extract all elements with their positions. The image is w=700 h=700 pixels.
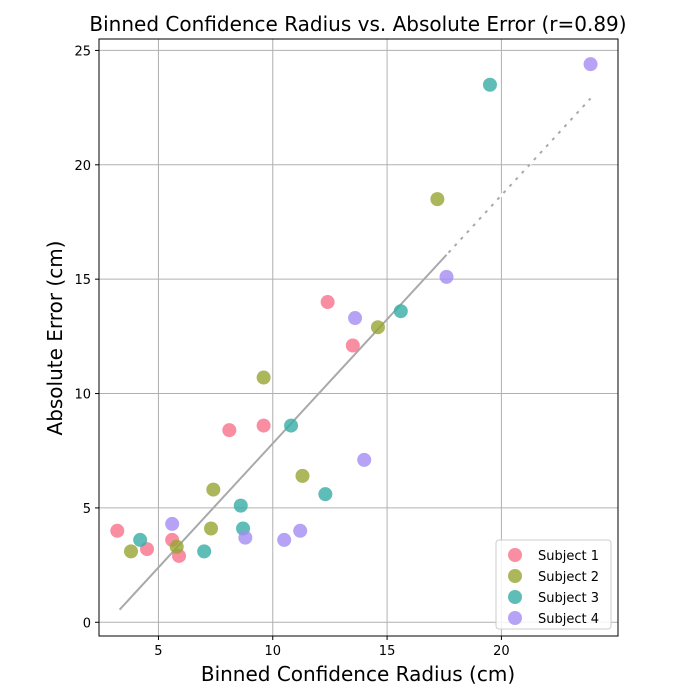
legend-marker xyxy=(508,569,522,583)
point-subject-2 xyxy=(256,370,271,385)
y-tick-label: 5 xyxy=(83,502,91,517)
axis-ticks: 5 10 15 20 0 5 10 15 20 25 xyxy=(74,44,509,659)
point-subject-1 xyxy=(320,295,335,310)
legend-label: Subject 4 xyxy=(538,612,599,627)
y-axis-label: Absolute Error (cm) xyxy=(43,241,67,436)
legend-marker xyxy=(508,611,522,625)
point-subject-2 xyxy=(169,539,184,554)
legend-marker xyxy=(508,548,522,562)
point-subject-1 xyxy=(222,423,237,438)
point-subject-3 xyxy=(197,544,212,559)
point-subject-2 xyxy=(430,192,445,207)
fit-line-dash-gaps xyxy=(445,97,592,256)
legend-label: Subject 1 xyxy=(538,549,599,564)
point-subject-3 xyxy=(133,532,148,547)
fit-line xyxy=(118,97,592,611)
x-tick-label: 5 xyxy=(154,644,162,659)
plot-frame xyxy=(98,38,619,637)
point-subject-3 xyxy=(233,498,248,513)
x-tick-label: 20 xyxy=(493,644,510,659)
point-subject-2 xyxy=(295,468,310,483)
x-tick-label: 15 xyxy=(379,644,396,659)
point-subject-1 xyxy=(345,338,360,353)
point-subject-3 xyxy=(393,304,408,319)
point-subject-2 xyxy=(206,482,221,497)
legend-label: Subject 2 xyxy=(538,570,599,585)
y-tick-label: 20 xyxy=(74,159,91,174)
x-axis-label: Binned Confidence Radius (cm) xyxy=(201,662,515,686)
point-subject-3 xyxy=(482,77,497,92)
point-subject-2 xyxy=(204,521,219,536)
legend-marker xyxy=(508,590,522,604)
legend-box xyxy=(495,539,612,630)
grid xyxy=(99,39,618,636)
point-subject-4 xyxy=(277,532,292,547)
point-subject-2 xyxy=(124,544,139,559)
y-tick-label: 10 xyxy=(74,388,91,403)
point-subject-2 xyxy=(370,320,385,335)
point-subject-3 xyxy=(284,418,299,433)
y-tick-label: 0 xyxy=(83,616,91,631)
point-subject-4 xyxy=(293,523,308,538)
chart-title: Binned Confidence Radius vs. Absolute Er… xyxy=(89,12,626,36)
point-subject-3 xyxy=(318,487,333,502)
y-tick-label: 15 xyxy=(74,273,91,288)
legend-label: Subject 3 xyxy=(538,591,599,606)
x-tick-label: 10 xyxy=(264,644,281,659)
point-subject-4 xyxy=(165,516,180,531)
y-tick-label: 25 xyxy=(74,44,91,59)
point-subject-4 xyxy=(357,452,372,467)
point-subject-4 xyxy=(439,269,454,284)
point-subject-1 xyxy=(110,523,125,538)
point-subject-4 xyxy=(348,311,363,326)
point-subject-4 xyxy=(238,530,253,545)
point-subject-1 xyxy=(256,418,271,433)
legend: Subject 1 Subject 2 Subject 3 Subject 4 xyxy=(495,539,612,630)
point-subject-4 xyxy=(583,57,598,72)
data-points xyxy=(110,57,598,563)
